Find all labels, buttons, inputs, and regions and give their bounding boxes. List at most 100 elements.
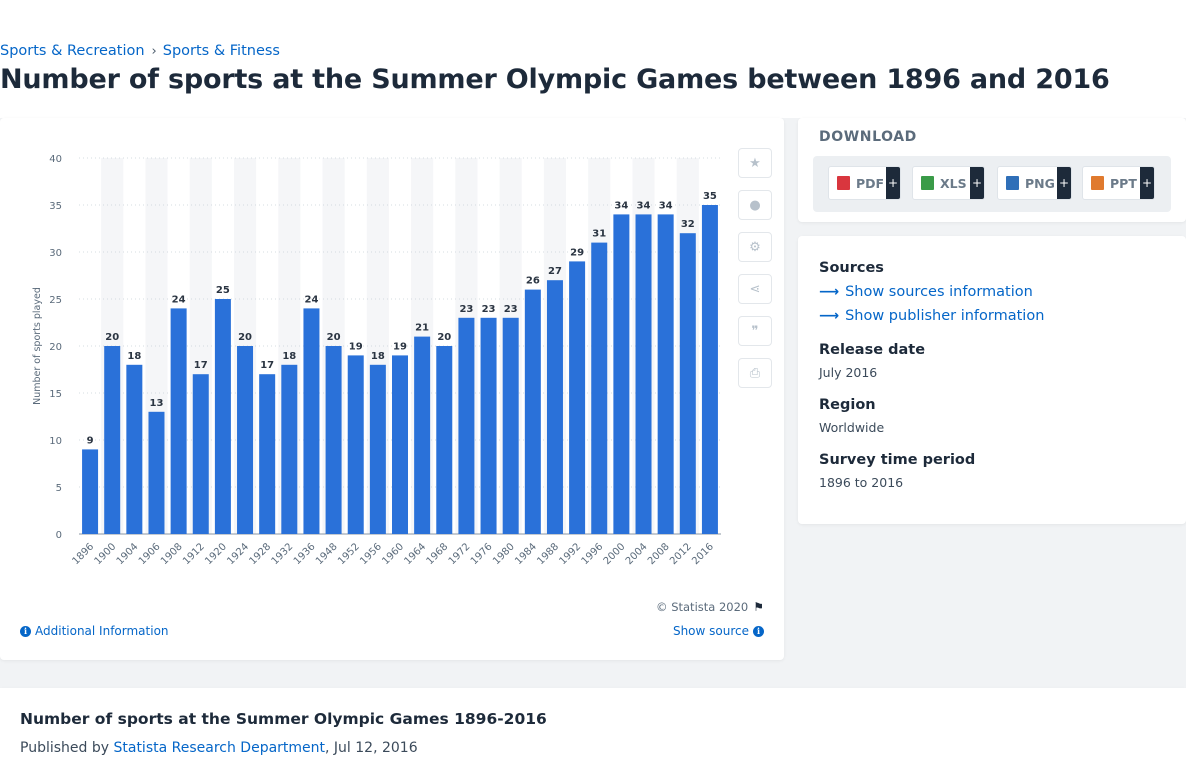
x-tick-label: 1972 bbox=[447, 541, 473, 567]
xls-file-icon bbox=[921, 176, 934, 190]
show-sources-label: Show sources information bbox=[845, 284, 1033, 300]
description-card: Number of sports at the Summer Olympic G… bbox=[0, 688, 1186, 768]
sources-heading: Sources bbox=[819, 260, 884, 276]
data-label: 23 bbox=[482, 304, 496, 315]
cite-button[interactable]: ❞ bbox=[738, 316, 772, 346]
bar bbox=[701, 205, 718, 534]
x-tick-label: 1900 bbox=[93, 541, 119, 567]
bar bbox=[148, 411, 165, 534]
bar bbox=[82, 449, 99, 534]
publisher-link[interactable]: Statista Research Department bbox=[113, 740, 326, 756]
x-tick-label: 2012 bbox=[668, 541, 694, 567]
chart-card: 0 5 10 15 20 25 30 35 40 Number of sports played 9… bbox=[0, 118, 784, 660]
data-label: 19 bbox=[349, 341, 363, 352]
share-icon: ⋖ bbox=[749, 281, 761, 297]
bar bbox=[281, 364, 298, 534]
plus-icon: + bbox=[1057, 167, 1071, 199]
download-title: DOWNLOAD bbox=[819, 129, 917, 145]
data-label: 24 bbox=[304, 294, 318, 305]
release-date-value: July 2016 bbox=[819, 365, 878, 380]
x-tick-label: 1964 bbox=[402, 541, 428, 567]
arrow-right-icon: ⟶ bbox=[819, 284, 840, 300]
bar bbox=[325, 346, 342, 534]
bar bbox=[458, 317, 475, 534]
show-source-label: Show source bbox=[672, 624, 749, 638]
published-date: , Jul 12, 2016 bbox=[325, 740, 418, 756]
bar bbox=[546, 280, 563, 534]
quote-icon: ❞ bbox=[751, 323, 759, 339]
data-label: 18 bbox=[371, 351, 385, 362]
star-icon: ★ bbox=[749, 155, 761, 171]
chart-toolbar: ★ ● ⚙ ⋖ ❞ ⎙ bbox=[738, 148, 772, 400]
data-label: 31 bbox=[592, 229, 606, 240]
bar bbox=[237, 346, 254, 534]
data-label: 21 bbox=[415, 323, 429, 334]
notification-button[interactable]: ● bbox=[738, 190, 772, 220]
published-prefix: Published by bbox=[20, 740, 114, 756]
breadcrumb-separator: › bbox=[151, 43, 157, 59]
bar bbox=[347, 355, 364, 534]
print-button[interactable]: ⎙ bbox=[738, 358, 772, 388]
y-tick-label: 0 bbox=[56, 530, 62, 541]
data-label: 34 bbox=[659, 200, 673, 211]
data-label: 17 bbox=[260, 360, 274, 371]
data-label: 26 bbox=[526, 276, 540, 287]
show-publisher-link[interactable]: ⟶ Show publisher information bbox=[819, 308, 1044, 324]
bar-chart: 0 5 10 15 20 25 30 35 40 Number of sports played 9… bbox=[32, 154, 721, 567]
breadcrumb-sports-fitness[interactable]: Sports & Fitness bbox=[162, 43, 280, 59]
bar bbox=[104, 346, 121, 534]
y-tick-label: 25 bbox=[49, 295, 62, 306]
x-tick-label: 1984 bbox=[513, 541, 539, 567]
credit-text: © Statista 2020 bbox=[656, 600, 749, 614]
png-file-icon bbox=[1006, 176, 1019, 190]
download-panel: DOWNLOAD PDF + XLS + PNG + PPT + bbox=[798, 118, 1186, 222]
description-title: Number of sports at the Summer Olympic G… bbox=[20, 710, 547, 728]
breadcrumb: Sports & Recreation › Sports & Fitness bbox=[0, 43, 280, 59]
print-icon: ⎙ bbox=[749, 365, 761, 381]
bar bbox=[259, 374, 276, 534]
download-pdf-button[interactable]: PDF + bbox=[828, 166, 901, 200]
favorite-button[interactable]: ★ bbox=[738, 148, 772, 178]
data-label: 20 bbox=[437, 332, 451, 343]
x-tick-label: 2004 bbox=[624, 541, 650, 567]
bar bbox=[502, 317, 519, 534]
x-tick-label: 1912 bbox=[181, 541, 207, 567]
download-png-button[interactable]: PNG + bbox=[997, 166, 1072, 200]
data-label: 34 bbox=[637, 200, 651, 211]
show-publisher-label: Show publisher information bbox=[845, 308, 1045, 324]
x-tick-label: 1936 bbox=[292, 541, 318, 567]
additional-information-label: Additional Information bbox=[35, 624, 169, 638]
x-tick-label: 2008 bbox=[646, 541, 672, 567]
show-sources-link[interactable]: ⟶ Show sources information bbox=[819, 284, 1033, 300]
flag-icon[interactable]: ⚑ bbox=[753, 600, 764, 614]
y-tick-label: 5 bbox=[56, 483, 62, 494]
download-xls-label: XLS bbox=[940, 175, 967, 191]
show-source-link[interactable]: Show source i bbox=[673, 624, 764, 638]
y-tick-label: 30 bbox=[49, 248, 62, 259]
data-label: 20 bbox=[327, 332, 341, 343]
x-tick-label: 1932 bbox=[270, 541, 296, 567]
breadcrumb-sports-recreation[interactable]: Sports & Recreation bbox=[0, 43, 145, 59]
survey-period-heading: Survey time period bbox=[819, 452, 976, 468]
x-tick-label: 1904 bbox=[115, 541, 141, 567]
share-button[interactable]: ⋖ bbox=[738, 274, 772, 304]
y-tick-label: 15 bbox=[49, 389, 62, 400]
bar bbox=[613, 214, 630, 534]
data-label: 20 bbox=[105, 332, 119, 343]
plus-icon: + bbox=[970, 167, 984, 199]
additional-information-link[interactable]: i Additional Information bbox=[20, 624, 169, 638]
bell-icon: ● bbox=[749, 197, 761, 213]
y-tick-label: 10 bbox=[49, 436, 62, 447]
plus-icon: + bbox=[1140, 167, 1154, 199]
bar bbox=[591, 242, 608, 534]
settings-button[interactable]: ⚙ bbox=[738, 232, 772, 262]
x-tick-label: 1952 bbox=[336, 541, 362, 567]
x-tick-label: 1928 bbox=[248, 541, 274, 567]
bar bbox=[214, 299, 231, 534]
bar bbox=[192, 374, 209, 534]
download-ppt-button[interactable]: PPT + bbox=[1082, 166, 1155, 200]
x-tick-label: 1920 bbox=[203, 541, 229, 567]
download-xls-button[interactable]: XLS + bbox=[912, 166, 985, 200]
x-tick-label: 1956 bbox=[358, 541, 384, 567]
bar bbox=[369, 364, 386, 534]
